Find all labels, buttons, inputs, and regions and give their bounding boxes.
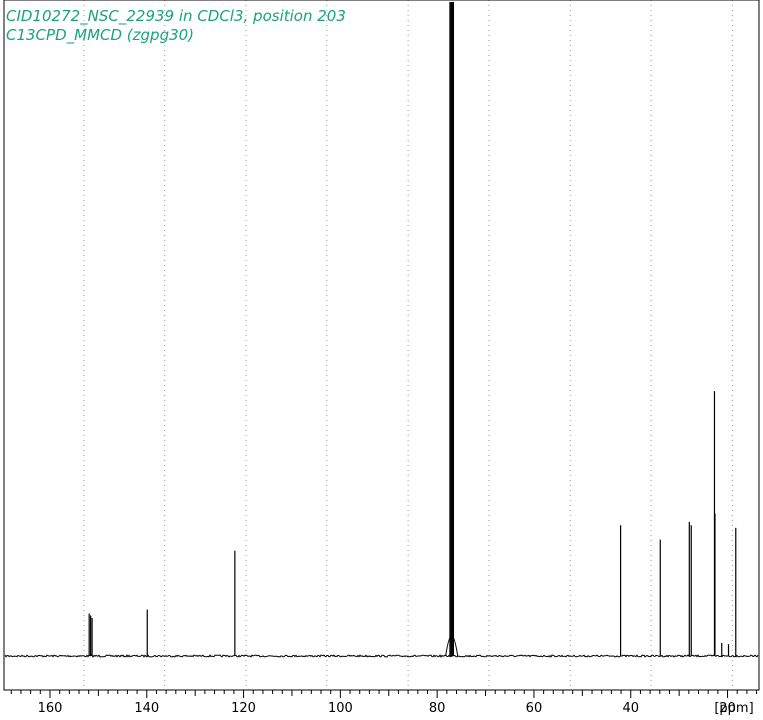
tick-label: 140 [134, 701, 159, 716]
tick-label: 40 [622, 701, 639, 716]
chart-title: CID10272_NSC_22939 in CDCl3, position 20… [6, 7, 346, 26]
grid-lines [83, 0, 733, 690]
tick-label: 20 [719, 701, 736, 716]
spectrum-series [4, 2, 759, 658]
tick-label: 60 [526, 701, 543, 716]
spectrum-baseline [4, 654, 759, 658]
tick-label: 100 [328, 701, 353, 716]
chart-subtitle: C13CPD_MMCD (zgpg30) [6, 26, 194, 45]
tick-label: 120 [231, 701, 256, 716]
tick-label: 160 [38, 701, 63, 716]
x-axis-ticks [10, 690, 758, 698]
plot-frame [3, 0, 760, 691]
x-axis-unit-label: [ppm] [714, 701, 753, 716]
x-axis-tick-labels: 160 140 120 100 80 60 40 20 [38, 701, 736, 716]
tick-label: 80 [429, 701, 446, 716]
